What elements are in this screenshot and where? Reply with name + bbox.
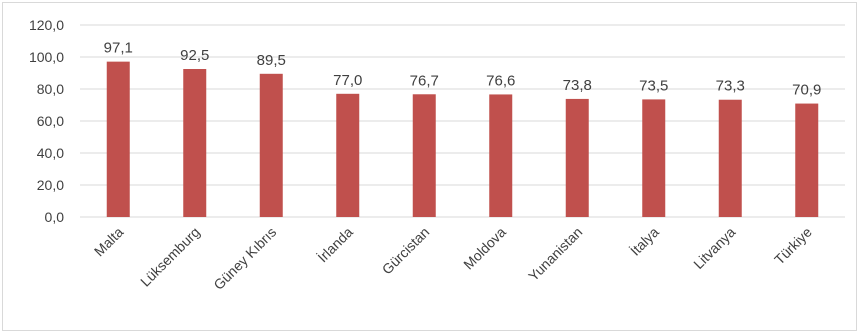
y-tick-label: 20,0 (37, 177, 64, 193)
bar (642, 99, 666, 217)
y-tick-label: 40,0 (37, 145, 64, 161)
data-label: 76,7 (410, 72, 439, 89)
bar (183, 69, 207, 217)
x-category-label: Güney Kıbrıs (210, 224, 279, 293)
bar (412, 94, 436, 217)
data-label: 92,5 (180, 47, 209, 64)
bar (259, 73, 283, 217)
x-category-label: Moldova (460, 224, 509, 273)
data-label: 73,8 (563, 77, 592, 94)
x-category-label: Litvanya (690, 224, 738, 272)
x-category-label: Türkiye (771, 224, 815, 268)
bar (336, 93, 360, 217)
y-tick-label: 120,0 (29, 17, 64, 33)
gridlines (80, 24, 845, 218)
data-label: 77,0 (333, 72, 362, 89)
y-tick-label: 60,0 (37, 113, 64, 129)
x-category-label: Malta (91, 224, 127, 260)
x-axis-categories: Malta Lüksemburg Güney Kıbrıs İrlanda Gürcis… (91, 223, 815, 293)
data-label: 73,3 (716, 78, 745, 95)
x-category-label: İrlanda (314, 223, 356, 265)
data-label: 76,6 (486, 72, 515, 89)
x-category-label: Yunanistan (525, 224, 585, 284)
data-label: 73,5 (639, 77, 668, 94)
bar (106, 61, 130, 217)
data-label: 70,9 (792, 82, 821, 99)
bar (565, 98, 589, 217)
x-category-label: İtalya (626, 223, 662, 259)
y-axis-ticks: 0,0 20,0 40,0 60,0 80,0 100,0 120,0 (29, 17, 64, 225)
y-tick-label: 0,0 (45, 209, 65, 225)
bar (795, 103, 819, 217)
bars (106, 61, 819, 217)
x-category-label: Gürcistan (379, 224, 433, 278)
bar (718, 99, 742, 217)
data-labels: 97,1 92,5 89,5 77,0 76,7 76,6 73,8 73,5 73,3 70,9 (104, 40, 822, 99)
y-tick-label: 100,0 (29, 49, 64, 65)
x-category-label: Lüksemburg (137, 224, 203, 290)
bar (489, 94, 513, 217)
data-label: 97,1 (104, 40, 133, 57)
y-tick-label: 80,0 (37, 81, 64, 97)
data-label: 89,5 (257, 52, 286, 69)
